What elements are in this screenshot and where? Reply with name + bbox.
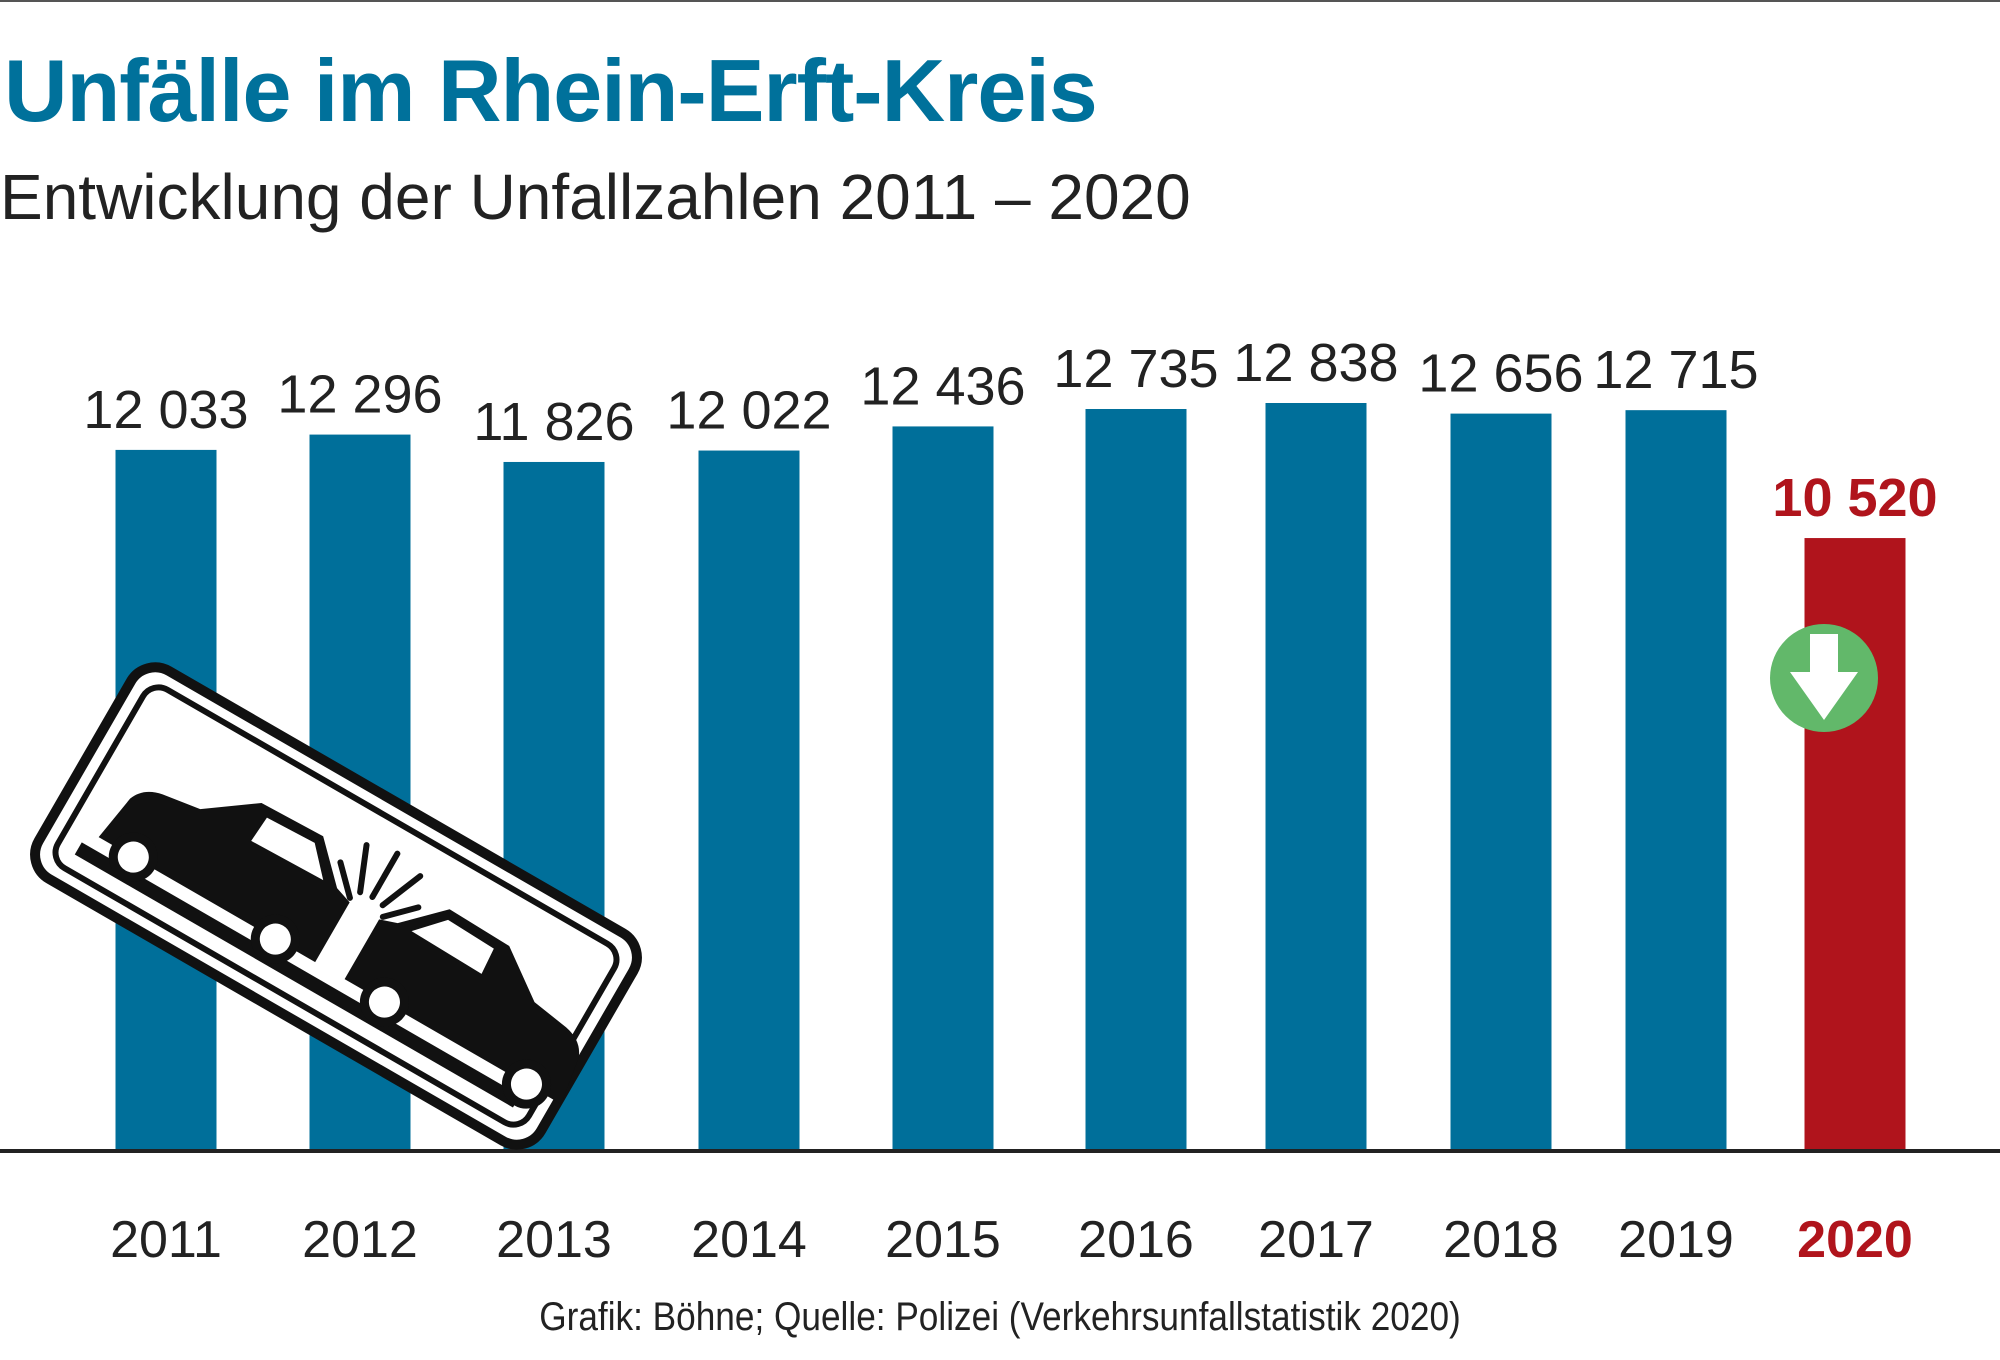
bar-2019 bbox=[1625, 410, 1727, 1152]
down-arrow-icon bbox=[1770, 624, 1878, 732]
value-label-2017: 12 838 bbox=[1233, 333, 1398, 393]
value-label-2011: 12 033 bbox=[83, 380, 248, 440]
bar-2014 bbox=[698, 450, 800, 1152]
value-label-2015: 12 436 bbox=[860, 356, 1025, 416]
value-labels-layer: 12 033 12 296 11 826 12 022 12 436 12 735 12 8… bbox=[83, 333, 1937, 528]
source-note: Grafik: Böhne; Quelle: Polizei (Verkehrs… bbox=[539, 1295, 1461, 1339]
bar-2016 bbox=[1085, 409, 1187, 1152]
chart-subtitle: Entwicklung der Unfallzahlen 2011 – 2020 bbox=[0, 161, 1191, 233]
x-tick-label-2020: 2020 bbox=[1797, 1211, 1913, 1269]
value-label-2014: 12 022 bbox=[666, 381, 831, 441]
car-crash-sign-icon bbox=[30, 662, 642, 1150]
x-tick-label-2017: 2017 bbox=[1258, 1211, 1374, 1269]
bar-2017 bbox=[1265, 403, 1367, 1151]
x-tick-label-2015: 2015 bbox=[885, 1211, 1001, 1269]
bar-2015 bbox=[892, 426, 994, 1151]
x-tick-labels-layer: 2011 2012 2013 2014 2015 2016 2017 2018 2019 2020 bbox=[110, 1211, 1913, 1269]
x-tick-label-2014: 2014 bbox=[691, 1211, 807, 1269]
x-tick-label-2019: 2019 bbox=[1618, 1211, 1734, 1269]
x-tick-label-2012: 2012 bbox=[302, 1211, 418, 1269]
value-label-2019: 12 715 bbox=[1593, 340, 1758, 400]
value-label-2013: 11 826 bbox=[473, 392, 634, 452]
x-tick-label-2018: 2018 bbox=[1443, 1211, 1559, 1269]
x-tick-label-2016: 2016 bbox=[1078, 1211, 1194, 1269]
x-tick-label-2011: 2011 bbox=[110, 1211, 222, 1269]
value-label-2020: 10 520 bbox=[1772, 468, 1937, 528]
value-label-2018: 12 656 bbox=[1418, 344, 1583, 404]
chart-title: Unfälle im Rhein-Erft-Kreis bbox=[4, 41, 1098, 140]
bar-2018 bbox=[1450, 413, 1552, 1152]
value-label-2012: 12 296 bbox=[277, 365, 442, 425]
value-label-2016: 12 735 bbox=[1053, 339, 1218, 399]
x-tick-label-2013: 2013 bbox=[496, 1211, 612, 1269]
